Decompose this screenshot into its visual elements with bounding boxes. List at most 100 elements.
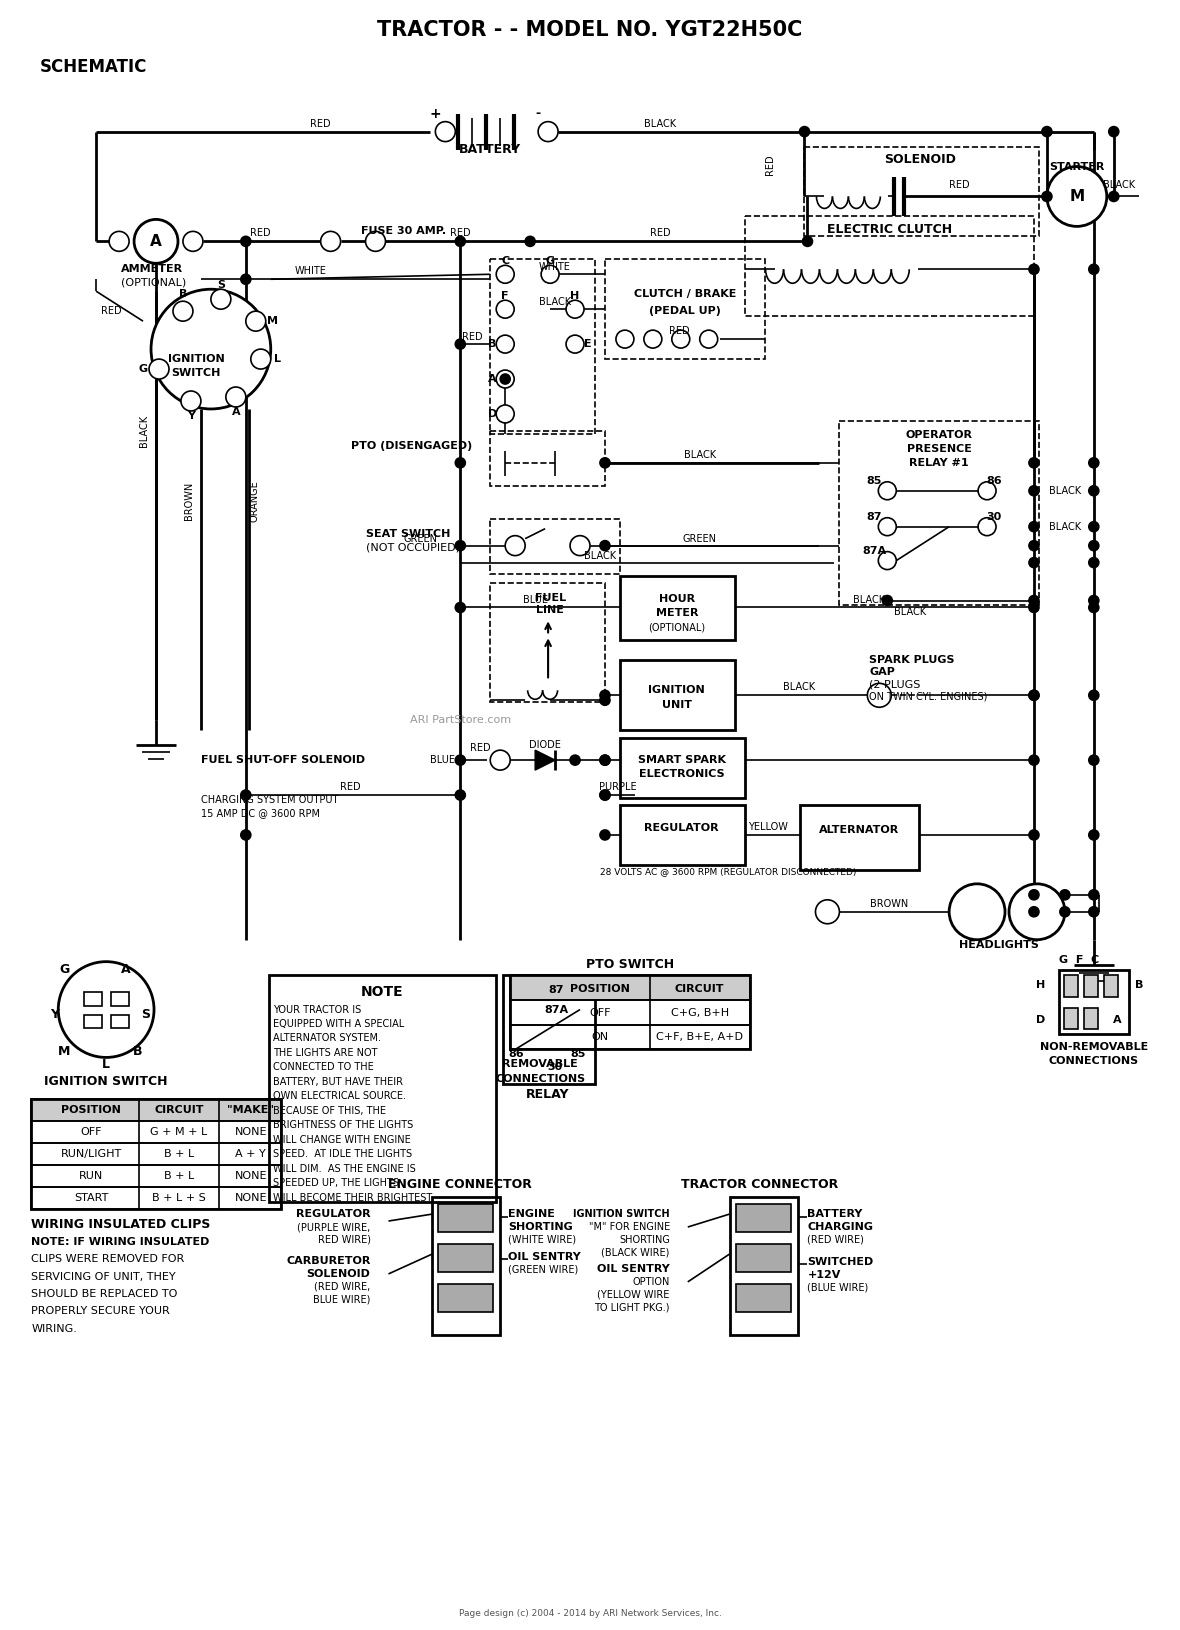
- Text: H: H: [570, 292, 579, 302]
- Text: WHITE: WHITE: [539, 262, 571, 272]
- Circle shape: [538, 122, 558, 142]
- Circle shape: [245, 311, 266, 331]
- Text: G: G: [138, 363, 148, 373]
- Text: BATTERY: BATTERY: [459, 143, 522, 156]
- Bar: [32, 1143, 281, 1165]
- Text: 85: 85: [570, 1050, 585, 1060]
- Text: SPEEDED UP, THE LIGHTS: SPEEDED UP, THE LIGHTS: [273, 1178, 399, 1188]
- Bar: [438, 1205, 493, 1232]
- Circle shape: [173, 302, 194, 321]
- Circle shape: [978, 482, 996, 500]
- Circle shape: [435, 122, 455, 142]
- Text: F: F: [502, 292, 509, 302]
- Text: GREEN: GREEN: [683, 533, 716, 544]
- Text: RED: RED: [450, 228, 471, 238]
- Bar: [32, 1187, 281, 1209]
- Text: OIL SENTRY: OIL SENTRY: [509, 1252, 581, 1262]
- Bar: [510, 975, 749, 1050]
- Text: SCHEMATIC: SCHEMATIC: [39, 57, 146, 75]
- Circle shape: [1109, 127, 1119, 137]
- Text: 15 AMP DC @ 3600 RPM: 15 AMP DC @ 3600 RPM: [201, 808, 320, 818]
- Circle shape: [599, 830, 610, 839]
- Circle shape: [1029, 890, 1038, 900]
- Circle shape: [1029, 906, 1038, 916]
- Text: 87A: 87A: [863, 546, 886, 556]
- Text: A: A: [122, 963, 131, 976]
- Text: CIRCUIT: CIRCUIT: [155, 1105, 204, 1115]
- Bar: [1084, 1007, 1097, 1030]
- Text: CHARGING SYSTEM OUTPUT: CHARGING SYSTEM OUTPUT: [201, 795, 339, 805]
- Text: CLUTCH / BRAKE: CLUTCH / BRAKE: [634, 289, 736, 300]
- Circle shape: [211, 289, 231, 310]
- Circle shape: [570, 536, 590, 556]
- Text: "M" FOR ENGINE: "M" FOR ENGINE: [589, 1222, 670, 1232]
- Text: REMOVABLE: REMOVABLE: [503, 1060, 578, 1069]
- Text: BLACK: BLACK: [853, 595, 885, 605]
- Bar: [490, 259, 595, 434]
- Text: (PEDAL UP): (PEDAL UP): [649, 306, 721, 316]
- Circle shape: [1029, 689, 1038, 701]
- Text: BROWN: BROWN: [184, 481, 194, 520]
- Circle shape: [1042, 191, 1051, 202]
- Text: OWN ELECTRICAL SOURCE.: OWN ELECTRICAL SOURCE.: [273, 1092, 406, 1102]
- Circle shape: [700, 331, 717, 349]
- Bar: [84, 991, 103, 1006]
- Text: RED: RED: [101, 306, 122, 316]
- Circle shape: [644, 331, 662, 349]
- Text: B + L: B + L: [164, 1149, 194, 1159]
- Bar: [620, 575, 735, 641]
- Circle shape: [599, 791, 610, 800]
- Bar: [503, 975, 595, 1084]
- Text: (BLACK WIRE): (BLACK WIRE): [602, 1249, 670, 1258]
- Circle shape: [599, 541, 610, 551]
- Text: WILL BECOME THEIR BRIGHTEST.: WILL BECOME THEIR BRIGHTEST.: [273, 1193, 434, 1203]
- Circle shape: [1029, 603, 1038, 613]
- Circle shape: [1089, 603, 1099, 613]
- Text: A: A: [150, 233, 162, 249]
- Bar: [269, 975, 497, 1201]
- Text: SOLENOID: SOLENOID: [884, 153, 956, 166]
- Circle shape: [878, 551, 897, 569]
- Circle shape: [455, 791, 465, 800]
- Text: (RED WIRE,: (RED WIRE,: [314, 1281, 371, 1293]
- Bar: [32, 1165, 281, 1187]
- Text: ORANGE: ORANGE: [250, 479, 260, 522]
- Text: SHORTING: SHORTING: [509, 1222, 573, 1232]
- Text: 30: 30: [548, 1063, 563, 1073]
- Text: LINE: LINE: [536, 605, 564, 616]
- Circle shape: [878, 518, 897, 536]
- Text: BLACK: BLACK: [894, 608, 926, 618]
- Text: START: START: [74, 1193, 109, 1203]
- Text: B + L + S: B + L + S: [152, 1193, 205, 1203]
- Circle shape: [570, 755, 581, 764]
- Circle shape: [1089, 689, 1099, 701]
- Text: BLACK: BLACK: [683, 450, 716, 460]
- Text: SERVICING OF UNIT, THEY: SERVICING OF UNIT, THEY: [32, 1271, 176, 1281]
- Bar: [32, 1099, 281, 1209]
- Text: (WHITE WIRE): (WHITE WIRE): [509, 1236, 576, 1245]
- Circle shape: [225, 386, 245, 408]
- Circle shape: [802, 236, 813, 246]
- Circle shape: [1029, 522, 1038, 531]
- Circle shape: [455, 755, 465, 764]
- Text: CONNECTIONS: CONNECTIONS: [1049, 1056, 1139, 1066]
- Text: +12V: +12V: [807, 1270, 841, 1280]
- Circle shape: [599, 755, 610, 764]
- Text: SHOULD BE REPLACED TO: SHOULD BE REPLACED TO: [32, 1289, 178, 1299]
- Text: OPERATOR: OPERATOR: [906, 430, 972, 440]
- Bar: [1103, 975, 1117, 996]
- Text: 30: 30: [986, 512, 1002, 522]
- Circle shape: [1089, 522, 1099, 531]
- Text: CIRCUIT: CIRCUIT: [675, 983, 725, 994]
- Text: NOTE: NOTE: [361, 985, 404, 999]
- Circle shape: [867, 683, 891, 707]
- Text: SPARK PLUGS: SPARK PLUGS: [870, 655, 955, 665]
- Circle shape: [1089, 458, 1099, 468]
- Text: (2 PLUGS: (2 PLUGS: [870, 680, 920, 689]
- Circle shape: [599, 755, 610, 764]
- Circle shape: [1029, 486, 1038, 496]
- Text: (YELLOW WIRE: (YELLOW WIRE: [597, 1289, 670, 1299]
- Circle shape: [455, 458, 465, 468]
- Circle shape: [1089, 486, 1099, 496]
- Text: BLACK: BLACK: [139, 416, 149, 447]
